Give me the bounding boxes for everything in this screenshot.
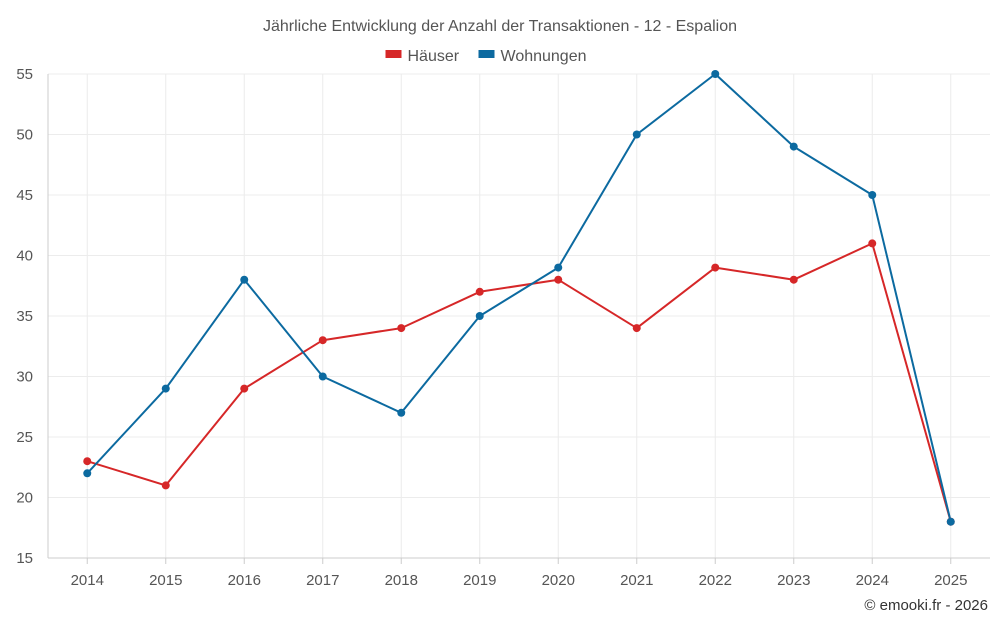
series-layer [83,70,955,526]
chart-title: Jährliche Entwicklung der Anzahl der Tra… [263,18,737,35]
data-point [632,130,641,139]
data-point [397,324,406,333]
data-point [83,457,92,466]
series-line [86,242,952,522]
x-tick-label: 2016 [228,572,261,589]
legend-swatch [385,50,402,58]
x-tick-label: 2023 [777,572,810,589]
y-tick-label: 50 [16,127,33,144]
data-point [554,275,563,284]
data-point [161,384,170,393]
data-point [632,324,641,333]
x-tick-label: 2019 [463,572,496,589]
series-line [86,73,952,522]
x-tick-label: 2014 [71,572,104,589]
y-tick-label: 15 [16,550,33,567]
data-point [475,312,484,320]
data-point [83,469,92,478]
data-point [868,191,877,199]
grid [47,73,990,564]
y-tick-label: 30 [16,369,33,386]
x-tick-label: 2021 [620,572,653,589]
data-point [240,275,249,284]
x-tick-label: 2022 [699,572,732,589]
x-tick-label: 2020 [542,572,575,589]
data-point [789,142,798,151]
y-tick-label: 20 [16,490,33,507]
legend-label: Wohnungen [501,48,587,65]
legend: Häuser Wohnungen [385,48,587,65]
data-point [868,239,877,248]
data-point [318,336,327,345]
x-tick-label: 2025 [934,572,967,589]
data-point [946,517,955,526]
data-point [711,70,720,78]
data-point [240,384,249,393]
x-axis: 2014 2015 2016 2017 2018 2019 2020 2021 2022 2023… [71,572,968,589]
x-tick-label: 2024 [856,572,889,589]
y-axis: 15 20 25 30 35 40 45 50 55 [16,66,33,567]
y-tick-label: 25 [16,429,33,446]
data-point [318,372,327,381]
data-point [789,275,798,284]
x-tick-label: 2018 [385,572,418,589]
y-tick-label: 55 [16,66,33,83]
y-tick-label: 40 [16,248,33,265]
y-tick-label: 45 [16,187,33,204]
x-tick-label: 2017 [306,572,339,589]
legend-swatch [478,50,495,58]
data-point [554,263,563,272]
data-point [397,408,406,417]
data-point [711,263,720,272]
data-point [475,287,484,296]
y-tick-label: 35 [16,308,33,325]
legend-label: Häuser [408,48,460,65]
data-point [161,481,170,490]
credit-text: © emooki.fr - 2026 [864,597,988,614]
x-tick-label: 2015 [149,572,182,589]
